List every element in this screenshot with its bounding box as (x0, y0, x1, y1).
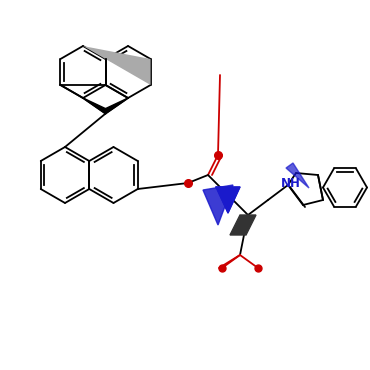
Polygon shape (230, 215, 256, 235)
Polygon shape (286, 163, 309, 188)
Polygon shape (203, 185, 233, 225)
Text: NH: NH (281, 176, 301, 189)
Polygon shape (83, 98, 105, 114)
Polygon shape (105, 98, 128, 114)
Polygon shape (216, 187, 240, 213)
Polygon shape (83, 46, 151, 85)
